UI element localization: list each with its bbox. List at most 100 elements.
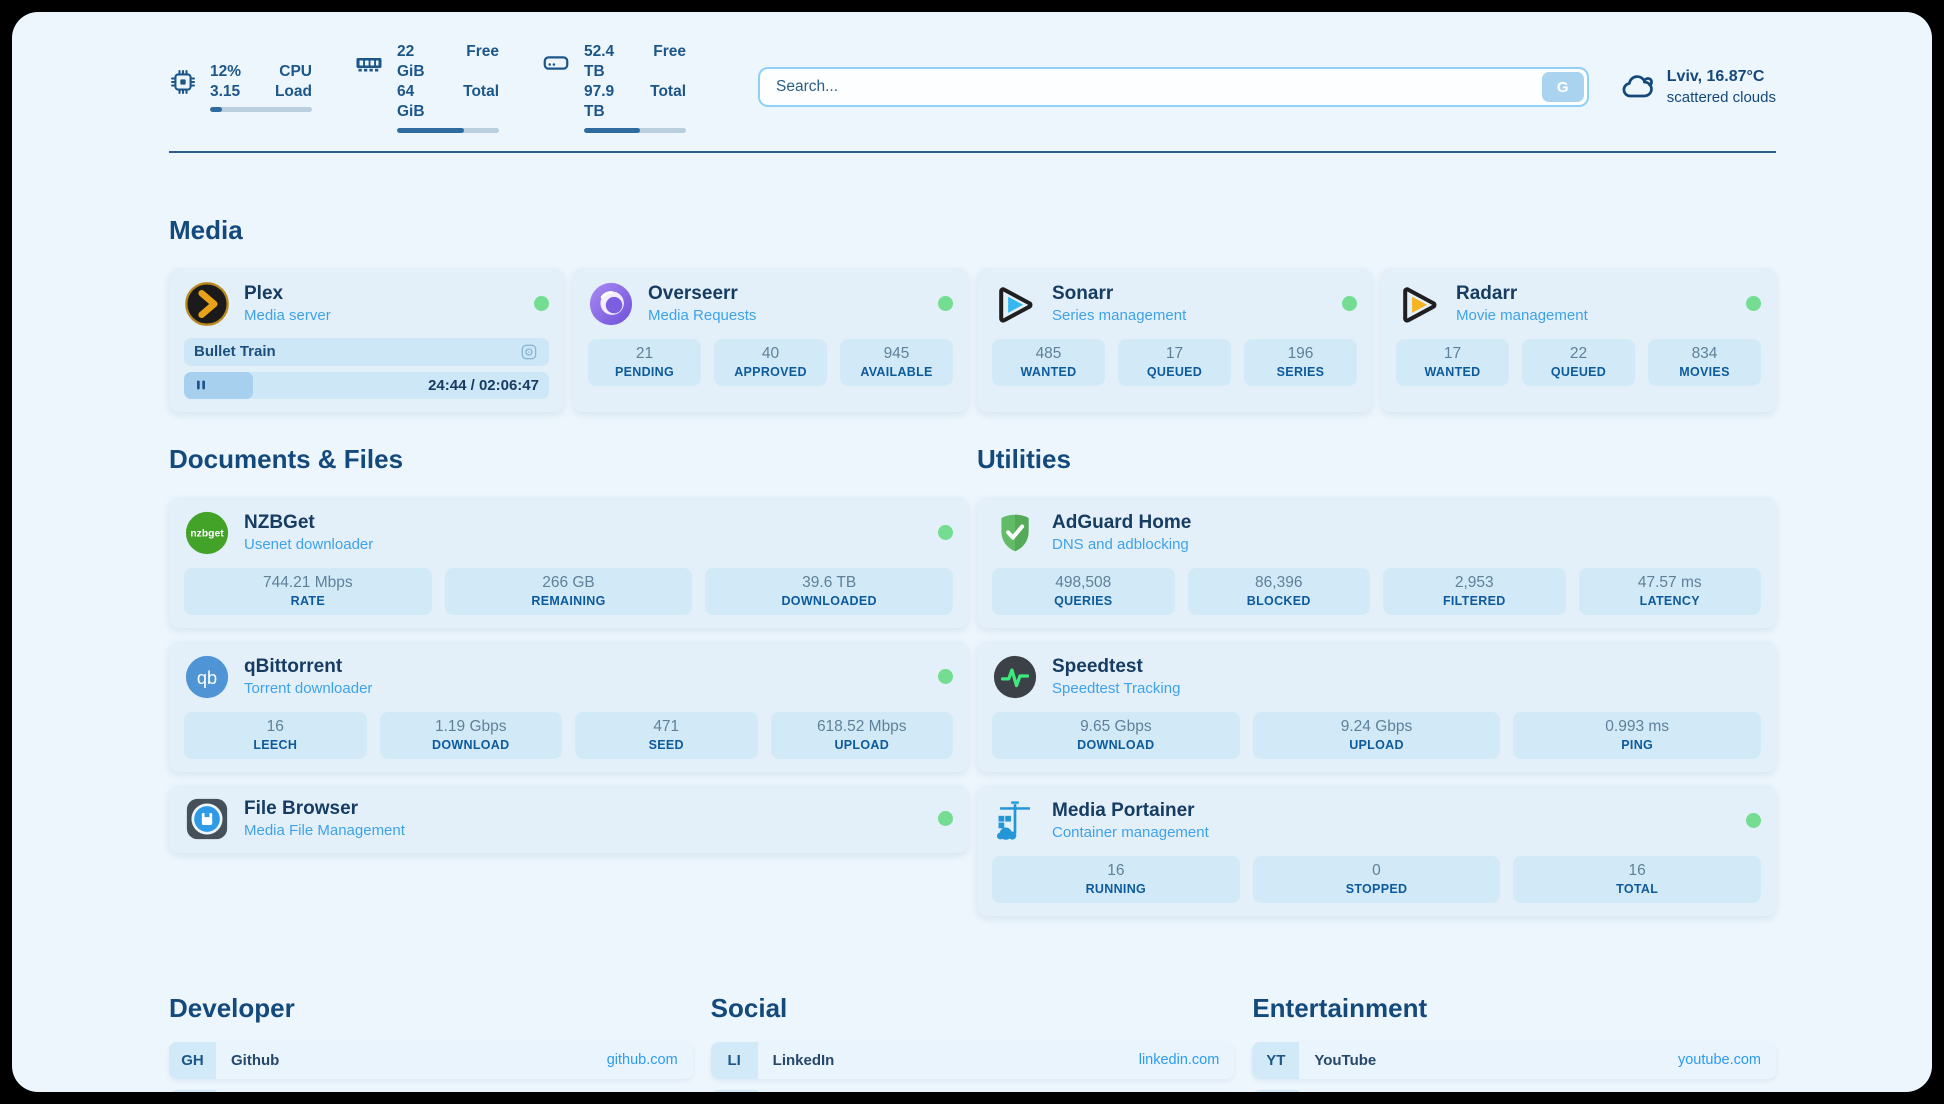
social-section-title: Social bbox=[710, 992, 788, 1023]
stat-tile: 1.19 Gbps DOWNLOAD bbox=[379, 711, 562, 759]
app-subtitle: DNS and adblocking bbox=[1052, 536, 1189, 554]
pause-icon bbox=[197, 380, 205, 390]
stat-tile: 17 QUEUED bbox=[1118, 338, 1231, 386]
cpu-progress-fill bbox=[210, 107, 223, 113]
nzbget-logo-icon: nzbget bbox=[184, 510, 230, 556]
disk-free-label: Free bbox=[653, 43, 686, 60]
section-media: Media Plex Media server Bullet bbox=[169, 215, 1776, 412]
plex-logo-icon bbox=[184, 281, 230, 327]
qbittorrent-logo-icon: qb bbox=[184, 654, 230, 700]
status-online-dot bbox=[534, 296, 549, 312]
link-abbr-badge: LI bbox=[710, 1041, 758, 1079]
stat-tile: 16 RUNNING bbox=[992, 855, 1240, 903]
link-netflix[interactable]: NF Netflix netflix.com bbox=[1252, 1089, 1776, 1092]
stat-tile: 2,953 FILTERED bbox=[1383, 567, 1566, 615]
weather-location: Lviv, 16.87°C bbox=[1666, 68, 1765, 86]
disk-free-value: 52.4 TB bbox=[584, 43, 615, 81]
status-online-dot bbox=[1746, 813, 1761, 829]
now-playing-title: Bullet Train bbox=[194, 343, 276, 361]
portainer-logo-icon bbox=[992, 798, 1038, 844]
section-developer: Developer GH Github github.com SO StackO… bbox=[169, 993, 693, 1092]
link-linkedin[interactable]: LI LinkedIn linkedin.com bbox=[710, 1041, 1235, 1079]
speedtest-logo-icon bbox=[992, 654, 1038, 700]
link-url[interactable]: youtube.com bbox=[1677, 1052, 1761, 1069]
disk-total-value: 97.9 TB bbox=[584, 83, 615, 121]
filebrowser-logo-icon bbox=[184, 796, 230, 842]
app-card-sonarr[interactable]: Sonarr Series management 485 WANTED 17 Q… bbox=[977, 267, 1372, 412]
documents-section-title: Documents & Files bbox=[169, 443, 404, 474]
app-name: NZBGet bbox=[244, 511, 315, 533]
link-url[interactable]: github.com bbox=[606, 1052, 678, 1069]
cpu-load-label: Load bbox=[274, 83, 312, 101]
adguard-logo-icon bbox=[992, 510, 1038, 556]
cpu-label: CPU bbox=[279, 63, 312, 81]
playback-progress-bar[interactable]: 24:44 / 02:06:47 bbox=[184, 371, 549, 399]
link-url[interactable]: linkedin.com bbox=[1138, 1052, 1220, 1069]
app-card-radarr[interactable]: Radarr Movie management 17 WANTED 22 QUE… bbox=[1381, 267, 1776, 412]
radarr-logo-icon bbox=[1396, 281, 1442, 327]
app-card-portainer[interactable]: Media Portainer Container management 16 … bbox=[977, 784, 1776, 916]
app-name: Sonarr bbox=[1052, 282, 1114, 304]
now-playing-bar: Bullet Train bbox=[184, 337, 549, 366]
app-subtitle: Movie management bbox=[1456, 307, 1588, 325]
app-card-nzbget[interactable]: nzbget NZBGet Usenet downloader 744.21 M… bbox=[169, 496, 968, 628]
ram-widget: 22 GiB Free 64 GiB Total bbox=[354, 42, 499, 133]
stat-tile: 744.21 Mbps RATE bbox=[184, 567, 432, 615]
app-name: qBittorrent bbox=[244, 655, 343, 677]
app-name: Plex bbox=[244, 282, 284, 304]
link-name: LinkedIn bbox=[772, 1051, 835, 1069]
link-name: Github bbox=[231, 1051, 280, 1069]
link-youtube[interactable]: YT YouTube youtube.com bbox=[1252, 1041, 1776, 1079]
stat-tile: 0 STOPPED bbox=[1252, 855, 1501, 903]
stat-tile: 834 MOVIES bbox=[1648, 338, 1761, 386]
stat-tile: 0.993 ms PING bbox=[1513, 711, 1761, 759]
stat-tile: 9.65 Gbps DOWNLOAD bbox=[992, 711, 1240, 759]
link-github[interactable]: GH Github github.com bbox=[169, 1041, 693, 1079]
stat-tile: 196 SERIES bbox=[1244, 338, 1357, 386]
search-provider-button[interactable]: G bbox=[1541, 72, 1584, 103]
ram-progress-fill bbox=[397, 127, 465, 133]
weather-widget: Lviv, 16.87°C scattered clouds bbox=[1619, 66, 1776, 108]
weather-condition: scattered clouds bbox=[1666, 88, 1776, 106]
stat-tile: 471 SEED bbox=[575, 711, 758, 759]
app-subtitle: Series management bbox=[1052, 307, 1187, 325]
overseerr-logo-icon bbox=[588, 281, 634, 327]
link-twitter[interactable]: TW Twitter twitter.com bbox=[710, 1089, 1235, 1092]
cpu-widget: 12% CPU 3.15 Load bbox=[169, 62, 312, 113]
app-card-overseerr[interactable]: Overseerr Media Requests 21 PENDING 40 A… bbox=[573, 267, 968, 412]
app-name: Radarr bbox=[1456, 282, 1518, 304]
app-card-filebrowser[interactable]: File Browser Media File Management bbox=[169, 784, 968, 853]
playback-time: 24:44 / 02:06:47 bbox=[428, 376, 539, 394]
stat-tile: 9.24 Gbps UPLOAD bbox=[1252, 711, 1501, 759]
disk-progress-bar bbox=[584, 127, 686, 133]
cpu-usage-value: 12% bbox=[210, 63, 242, 81]
ram-progress-bar bbox=[397, 127, 499, 133]
stat-tile: 618.52 Mbps UPLOAD bbox=[770, 711, 953, 759]
app-card-plex[interactable]: Plex Media server Bullet Train bbox=[169, 267, 564, 412]
media-source-icon[interactable] bbox=[519, 342, 539, 362]
status-online-dot bbox=[1746, 296, 1761, 312]
link-stackoverflow[interactable]: SO StackOverflow stackoverflow.com bbox=[169, 1089, 693, 1092]
topbar-divider bbox=[169, 150, 1776, 153]
stat-tile: 22 QUEUED bbox=[1522, 338, 1635, 386]
app-card-adguard[interactable]: AdGuard Home DNS and adblocking 498,508 … bbox=[977, 496, 1776, 628]
stat-tile: 485 WANTED bbox=[992, 338, 1105, 386]
link-abbr-badge: YT bbox=[1252, 1041, 1300, 1079]
dashboard-panel: 12% CPU 3.15 Load 22 GiB bbox=[12, 12, 1932, 1092]
section-social: Social LI LinkedIn linkedin.com TW Twitt… bbox=[710, 992, 1235, 1092]
app-name: Media Portainer bbox=[1052, 799, 1195, 821]
app-card-speedtest[interactable]: Speedtest Speedtest Tracking 9.65 Gbps D… bbox=[977, 640, 1776, 772]
pause-button[interactable] bbox=[184, 371, 254, 399]
cpu-load-value: 3.15 bbox=[210, 83, 241, 101]
app-subtitle: Usenet downloader bbox=[244, 536, 374, 554]
search-input[interactable] bbox=[758, 67, 1589, 108]
sonarr-logo-icon bbox=[992, 281, 1038, 327]
stat-tile: 39.6 TB DOWNLOADED bbox=[705, 567, 953, 615]
stat-tile: 945 AVAILABLE bbox=[840, 338, 953, 386]
disk-icon bbox=[541, 48, 571, 78]
top-bar: 12% CPU 3.15 Load 22 GiB bbox=[169, 42, 1776, 133]
status-online-dot bbox=[938, 525, 953, 541]
status-online-dot bbox=[1342, 296, 1357, 312]
app-card-qbittorrent[interactable]: qb qBittorrent Torrent downloader 16 LEE… bbox=[169, 640, 968, 772]
status-online-dot bbox=[938, 811, 953, 827]
